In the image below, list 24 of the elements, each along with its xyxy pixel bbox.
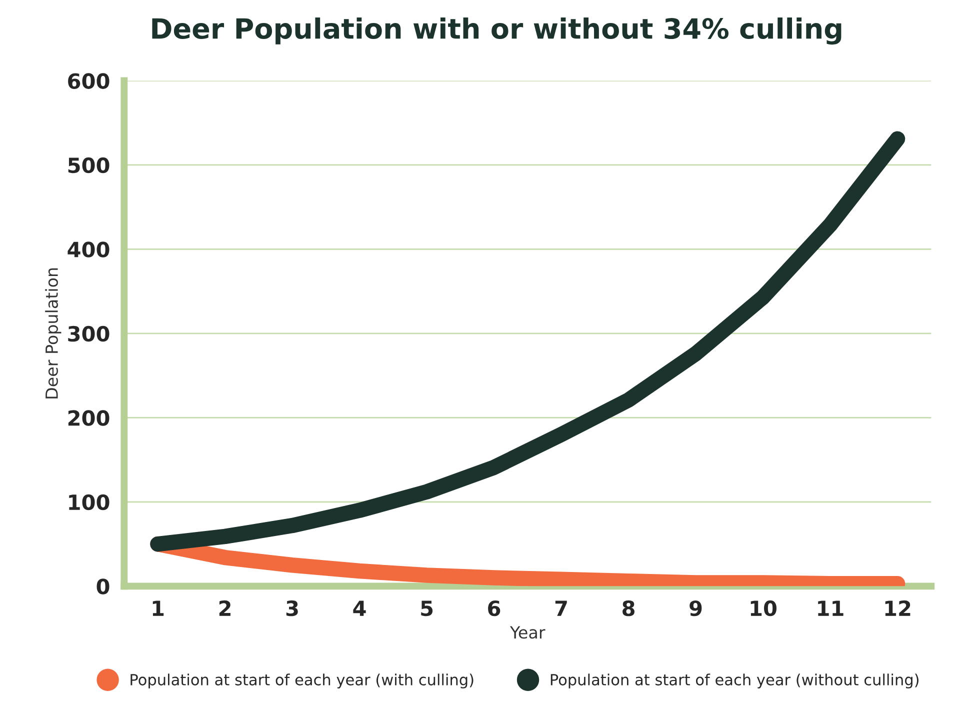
y-tick-label: 500	[68, 157, 110, 174]
y-tick-label: 0	[96, 578, 110, 594]
x-tick-label: 9	[690, 600, 702, 616]
x-axis-title: Year	[510, 626, 546, 639]
y-tick-label: 600	[68, 73, 110, 89]
legend-label: Population at start of each year (with culling)	[130, 674, 474, 688]
y-tick-label: 100	[69, 494, 110, 510]
x-tick-label: 7	[555, 600, 567, 616]
x-tick-label: 2	[219, 600, 230, 616]
y-tick-label: 200	[68, 410, 110, 426]
x-tick-label: 6	[488, 600, 500, 616]
x-tick-label: 3	[286, 600, 298, 616]
x-tick-label: 10	[750, 600, 777, 616]
x-tick-label: 4	[353, 600, 366, 616]
x-tick-label: 12	[885, 600, 910, 616]
y-axis-title: Deer Population	[45, 268, 62, 398]
chart-title: Deer Population with or without 34% culling	[152, 18, 842, 45]
legend-label: Population at start of each year (without culling)	[550, 674, 918, 688]
x-tick-label: 1	[152, 600, 164, 616]
y-tick-label: 400	[68, 242, 110, 258]
y-tick-label: 300	[68, 326, 110, 342]
x-tick-label: 5	[421, 600, 433, 616]
x-tick-label: 11	[818, 600, 844, 616]
x-tick-label: 8	[622, 600, 634, 616]
